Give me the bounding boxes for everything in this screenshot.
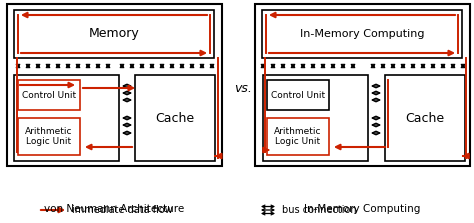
Text: vs.: vs. <box>234 81 252 95</box>
Bar <box>262 10 462 58</box>
Bar <box>267 118 329 155</box>
Bar <box>267 80 329 110</box>
Text: Logic Unit: Logic Unit <box>27 137 72 146</box>
Bar <box>385 75 465 161</box>
Bar <box>18 80 80 110</box>
Text: Cache: Cache <box>405 112 445 124</box>
Text: immediate data flow: immediate data flow <box>72 205 173 215</box>
Bar <box>14 75 119 161</box>
Bar <box>18 118 80 155</box>
Text: Control Unit: Control Unit <box>271 91 325 99</box>
Bar <box>255 4 470 166</box>
Text: von Neumann Architecture: von Neumann Architecture <box>45 204 185 214</box>
Bar <box>135 75 215 161</box>
Bar <box>263 75 368 161</box>
Text: Control Unit: Control Unit <box>22 91 76 99</box>
Text: In-Memory Computing: In-Memory Computing <box>304 204 421 214</box>
Bar <box>7 4 222 166</box>
Text: In-Memory Computing: In-Memory Computing <box>300 29 424 39</box>
Text: Arithmetic: Arithmetic <box>25 127 73 136</box>
Text: Cache: Cache <box>155 112 194 124</box>
Text: Logic Unit: Logic Unit <box>275 137 320 146</box>
Text: Arithmetic: Arithmetic <box>274 127 322 136</box>
Text: bus connection: bus connection <box>282 205 356 215</box>
Bar <box>14 10 214 58</box>
Text: Memory: Memory <box>89 27 139 41</box>
